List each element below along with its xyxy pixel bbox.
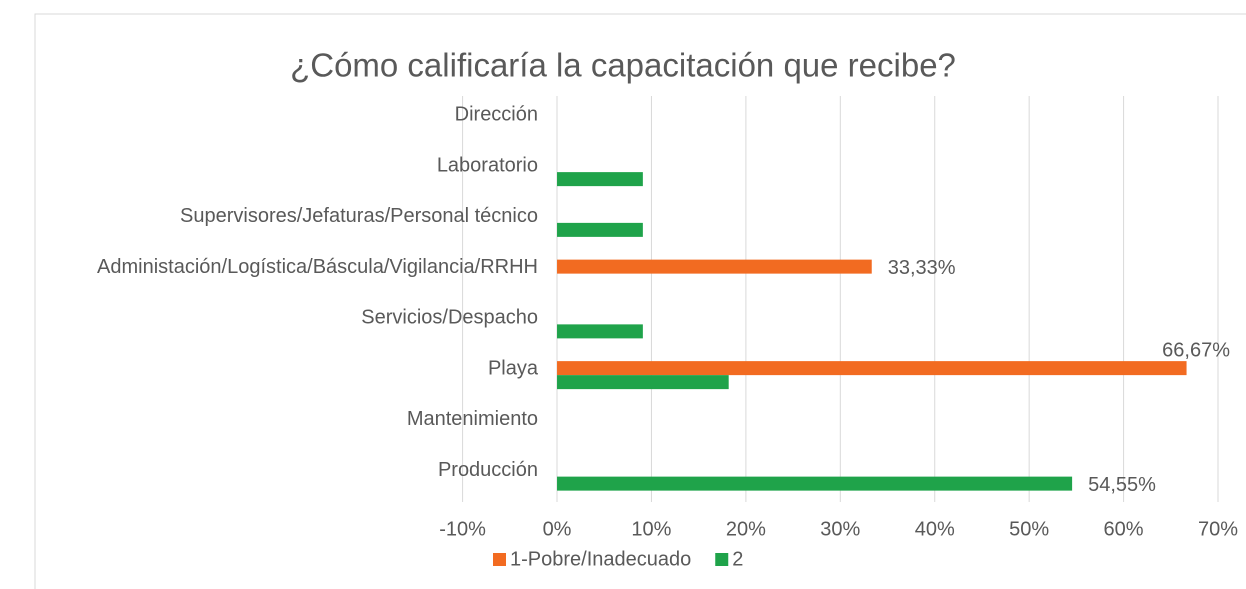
- bar: [557, 375, 729, 390]
- x-tick-label: 10%: [631, 518, 671, 540]
- y-tick-label: Playa: [488, 357, 539, 379]
- x-tick-label: 20%: [726, 518, 766, 540]
- x-tick-label: 40%: [915, 518, 955, 540]
- bar: [557, 172, 643, 187]
- y-tick-label: Mantenimiento: [407, 408, 538, 430]
- bar: [557, 361, 1187, 376]
- bar: [557, 476, 1073, 491]
- x-tick-label: 30%: [820, 518, 860, 540]
- x-tick-label: 70%: [1198, 518, 1238, 540]
- legend-label: 1-Pobre/Inadecuado: [510, 548, 691, 570]
- bar: [557, 324, 643, 339]
- x-tick-label: 50%: [1009, 518, 1049, 540]
- legend-swatch: [715, 553, 729, 566]
- x-tick-label: -10%: [439, 518, 486, 540]
- y-tick-label: Laboratorio: [437, 154, 538, 176]
- value-label: 66,67%: [1162, 339, 1230, 361]
- value-label: 33,33%: [888, 257, 956, 279]
- legend-swatch: [493, 553, 506, 566]
- y-tick-label: Administación/Logística/Báscula/Vigilanc…: [97, 256, 538, 278]
- value-label: 54,55%: [1088, 474, 1156, 496]
- y-tick-label: Supervisores/Jefaturas/Personal técnico: [180, 205, 538, 227]
- y-tick-label: Servicios/Despacho: [361, 307, 538, 329]
- bar: [557, 222, 643, 237]
- chart-border: [34, 13, 1246, 589]
- x-tick-label: 0%: [543, 518, 572, 540]
- legend-label: 2: [732, 548, 743, 570]
- y-tick-label: Producción: [438, 459, 538, 481]
- y-tick-label: Dirección: [455, 104, 538, 126]
- chart-title: ¿Cómo calificaría la capacitación que re…: [290, 47, 956, 84]
- x-tick-label: 60%: [1104, 518, 1144, 540]
- bar: [557, 259, 872, 274]
